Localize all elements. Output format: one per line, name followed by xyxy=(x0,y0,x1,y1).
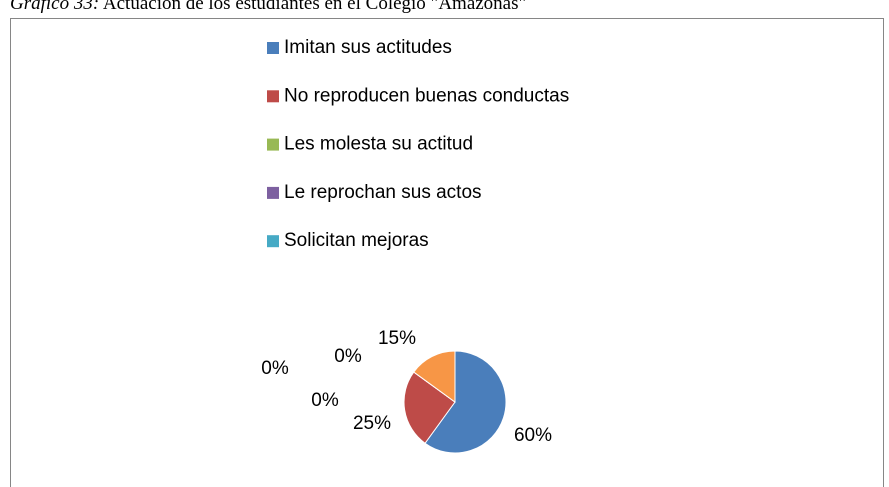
legend-swatch xyxy=(267,138,279,151)
title-text: Actuación de los estudiantes en el Coleg… xyxy=(103,0,526,14)
data-label: 0% xyxy=(261,358,289,379)
legend-swatch xyxy=(267,186,279,199)
data-label: 25% xyxy=(353,413,391,434)
data-label: 0% xyxy=(334,346,362,367)
legend-swatch xyxy=(267,90,279,103)
legend-label: Les molesta su actitud xyxy=(284,134,473,155)
legend-swatch xyxy=(267,235,279,248)
title-label: Gráfico 33: xyxy=(10,0,99,14)
legend-swatch xyxy=(267,42,279,54)
pie-slice xyxy=(403,371,456,444)
legend-label: Solicitan mejoras xyxy=(284,230,429,251)
pie-slice xyxy=(413,350,456,403)
pie-slice xyxy=(424,350,507,454)
legend-label: No reproducen buenas conductas xyxy=(284,85,569,106)
data-label: 60% xyxy=(514,425,552,446)
data-label: 0% xyxy=(311,390,339,411)
legend-label: Le reprochan sus actos xyxy=(284,182,482,203)
data-label: 15% xyxy=(378,328,416,349)
legend-label: Imitan sus actitudes xyxy=(284,37,452,58)
chart-title: Gráfico 33: Actuación de los estudiantes… xyxy=(10,0,526,14)
